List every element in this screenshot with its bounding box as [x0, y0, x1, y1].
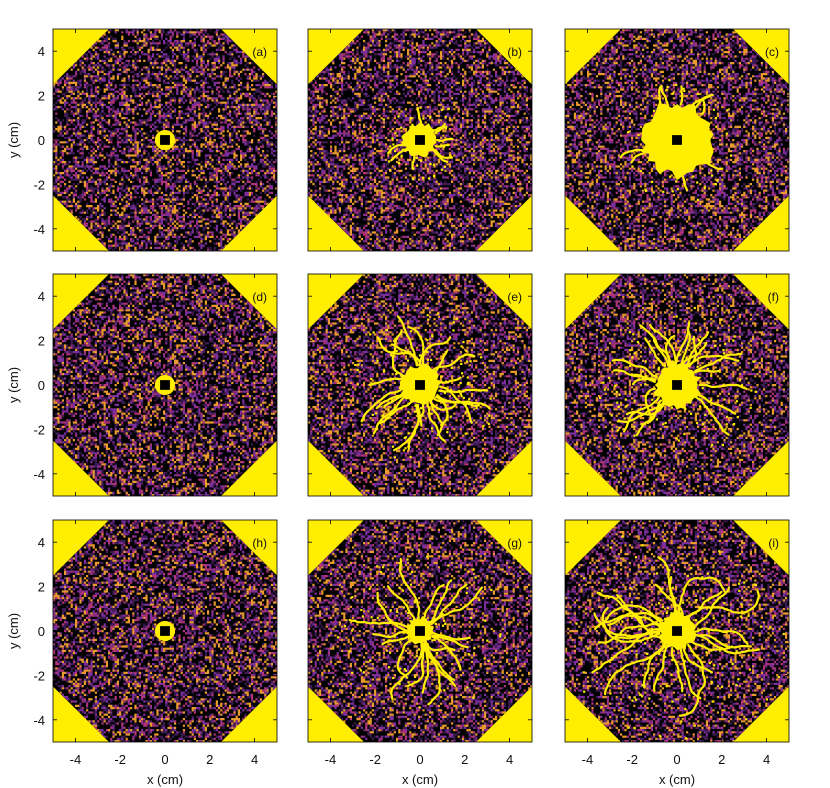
panel-label: (h) — [252, 536, 267, 550]
porous-medium — [53, 520, 277, 742]
y-tick-label: -4 — [33, 222, 45, 237]
panel-label: (a) — [252, 45, 267, 59]
x-tick-label: 0 — [673, 752, 680, 767]
x-axis-title: x (cm) — [402, 772, 438, 787]
injection-point — [160, 380, 170, 390]
x-tick-label: 0 — [416, 752, 423, 767]
porous-medium — [53, 274, 277, 496]
y-tick-label: -4 — [33, 713, 45, 728]
y-tick-label: 4 — [38, 289, 45, 304]
panel-e: (e) — [307, 273, 533, 497]
panel-label: (e) — [507, 290, 522, 304]
y-tick-label: -4 — [33, 467, 45, 482]
x-tick-label: 0 — [161, 752, 168, 767]
x-tick-label: -4 — [70, 752, 82, 767]
panel-g: -4 -2 0 2 4 x (cm) (g) — [307, 519, 533, 787]
porous-medium — [308, 29, 532, 251]
x-axis-title: x (cm) — [147, 772, 183, 787]
injection-point — [415, 380, 425, 390]
y-axis-title: y (cm) — [6, 122, 21, 158]
y-tick-label: 2 — [38, 89, 45, 104]
y-tick-label: 0 — [38, 624, 45, 639]
x-tick-label: 4 — [251, 752, 258, 767]
panel-label: (b) — [507, 45, 522, 59]
panel-h: 4 2 0 -2 -4 -4 -2 0 2 4 y (cm) x (cm) (h) — [6, 519, 278, 787]
x-tick-label: 4 — [506, 752, 513, 767]
panel-d: 4 2 0 -2 -4 y (cm) (d) — [6, 273, 278, 497]
panel-label: (i) — [768, 536, 779, 550]
panel-label: (d) — [252, 290, 267, 304]
injection-point — [160, 626, 170, 636]
x-tick-label: -4 — [582, 752, 594, 767]
panel-f: (f) — [564, 273, 790, 497]
y-tick-label: -2 — [33, 177, 45, 192]
y-tick-label: 4 — [38, 44, 45, 59]
injection-point — [672, 135, 682, 145]
injection-point — [160, 135, 170, 145]
porous-medium — [565, 29, 789, 251]
y-tick-label: 2 — [38, 580, 45, 595]
panel-label: (c) — [765, 45, 779, 59]
porous-medium — [308, 274, 532, 496]
x-tick-label: 2 — [718, 752, 725, 767]
x-tick-label: 4 — [763, 752, 770, 767]
y-tick-label: 2 — [38, 334, 45, 349]
porous-medium — [565, 274, 789, 496]
injection-point — [672, 380, 682, 390]
y-axis-title: y (cm) — [6, 613, 21, 649]
y-tick-label: 0 — [38, 133, 45, 148]
panel-b: (b) — [307, 28, 533, 252]
x-tick-label: 2 — [206, 752, 213, 767]
x-tick-label: -2 — [369, 752, 381, 767]
porous-medium — [308, 520, 532, 742]
injection-point — [415, 626, 425, 636]
y-tick-label: 4 — [38, 535, 45, 550]
y-tick-label: 0 — [38, 378, 45, 393]
panel-i: -4 -2 0 2 4 x (cm) (i) — [564, 519, 790, 787]
x-tick-label: -2 — [626, 752, 638, 767]
porous-medium — [565, 520, 789, 742]
x-tick-label: -2 — [114, 752, 126, 767]
panel-label: (f) — [768, 290, 779, 304]
injection-point — [672, 626, 682, 636]
x-tick-label: 2 — [461, 752, 468, 767]
x-tick-label: -4 — [325, 752, 337, 767]
panel-label: (g) — [507, 536, 522, 550]
y-tick-label: -2 — [33, 422, 45, 437]
injection-point — [415, 135, 425, 145]
y-tick-label: -2 — [33, 668, 45, 683]
x-axis-title: x (cm) — [659, 772, 695, 787]
y-axis-title: y (cm) — [6, 367, 21, 403]
panel-a: 4 2 0 -2 -4 y (cm) (a) — [6, 28, 278, 252]
panel-c: (c) — [564, 28, 790, 252]
porous-medium — [53, 29, 277, 251]
